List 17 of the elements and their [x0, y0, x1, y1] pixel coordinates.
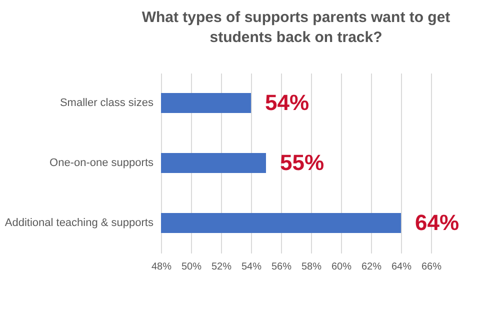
x-tick-label: 58% [301, 262, 322, 272]
x-tick-label: 60% [331, 262, 352, 272]
x-tick-label: 62% [361, 262, 382, 272]
y-tick-label: One-on-one supports [50, 157, 154, 169]
x-tick-label: 54% [241, 262, 262, 272]
data-label: 54% [265, 90, 310, 115]
x-tick-label: 56% [271, 262, 292, 272]
x-tick-label: 48% [151, 262, 172, 272]
x-tick-label: 64% [391, 262, 412, 272]
y-tick-label: Additional teaching & supports [4, 217, 154, 229]
data-label: 64% [415, 210, 460, 235]
data-label: 55% [280, 150, 324, 175]
x-tick-label: 52% [211, 262, 232, 272]
x-tick-label: 66% [421, 262, 442, 272]
chart-title: What types of supports parents want to get students back on track? [142, 9, 450, 46]
y-tick-label: Smaller class sizes [60, 97, 154, 109]
x-tick-label: 50% [181, 262, 202, 272]
